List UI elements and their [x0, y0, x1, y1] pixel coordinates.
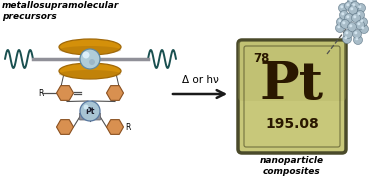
- FancyBboxPatch shape: [238, 40, 346, 153]
- Circle shape: [353, 36, 363, 44]
- Circle shape: [352, 3, 355, 6]
- Text: 195.08: 195.08: [265, 117, 319, 131]
- Circle shape: [336, 23, 344, 33]
- FancyBboxPatch shape: [238, 41, 346, 101]
- Text: Pt: Pt: [260, 59, 324, 110]
- Circle shape: [349, 5, 358, 15]
- Polygon shape: [56, 86, 73, 100]
- Ellipse shape: [59, 63, 121, 79]
- Circle shape: [80, 101, 100, 121]
- Circle shape: [344, 36, 347, 39]
- Polygon shape: [56, 120, 73, 134]
- Circle shape: [347, 0, 356, 6]
- Circle shape: [350, 2, 359, 11]
- Circle shape: [346, 3, 349, 6]
- Circle shape: [342, 21, 345, 24]
- FancyBboxPatch shape: [79, 113, 101, 120]
- Circle shape: [355, 11, 364, 19]
- Circle shape: [341, 19, 350, 29]
- Ellipse shape: [59, 70, 121, 78]
- Text: nanoparticle
composites: nanoparticle composites: [260, 156, 324, 176]
- Circle shape: [342, 35, 352, 43]
- Circle shape: [84, 105, 88, 109]
- Circle shape: [358, 18, 367, 26]
- Circle shape: [80, 49, 100, 69]
- Circle shape: [359, 25, 369, 33]
- Text: Δ or hν: Δ or hν: [181, 75, 218, 85]
- Circle shape: [344, 13, 353, 22]
- Circle shape: [346, 15, 349, 18]
- Ellipse shape: [59, 39, 121, 55]
- Text: R: R: [38, 88, 43, 98]
- Circle shape: [349, 0, 352, 2]
- Circle shape: [339, 4, 347, 12]
- Circle shape: [340, 5, 343, 8]
- Circle shape: [337, 25, 340, 28]
- Circle shape: [347, 22, 356, 32]
- Text: 78: 78: [253, 52, 270, 65]
- Circle shape: [355, 20, 364, 29]
- Polygon shape: [107, 86, 124, 100]
- Circle shape: [344, 2, 353, 11]
- Circle shape: [345, 31, 348, 34]
- Circle shape: [341, 12, 344, 15]
- Circle shape: [344, 29, 353, 39]
- Text: metallosupramolecular
precursors: metallosupramolecular precursors: [2, 1, 119, 21]
- Text: Pt: Pt: [85, 106, 94, 115]
- Circle shape: [353, 29, 361, 39]
- Ellipse shape: [59, 46, 121, 54]
- Circle shape: [350, 7, 353, 10]
- Circle shape: [355, 37, 358, 40]
- Circle shape: [89, 59, 95, 65]
- Polygon shape: [107, 120, 124, 134]
- Circle shape: [349, 24, 352, 27]
- Text: R: R: [125, 122, 130, 132]
- Circle shape: [361, 26, 364, 29]
- Circle shape: [357, 22, 360, 25]
- Circle shape: [357, 12, 360, 15]
- Circle shape: [338, 19, 341, 22]
- Circle shape: [358, 5, 361, 8]
- Circle shape: [336, 18, 345, 26]
- Circle shape: [360, 19, 363, 22]
- Circle shape: [82, 51, 90, 59]
- Circle shape: [353, 15, 356, 18]
- Circle shape: [339, 11, 349, 19]
- Circle shape: [356, 4, 366, 12]
- Circle shape: [352, 13, 361, 22]
- Circle shape: [354, 31, 357, 34]
